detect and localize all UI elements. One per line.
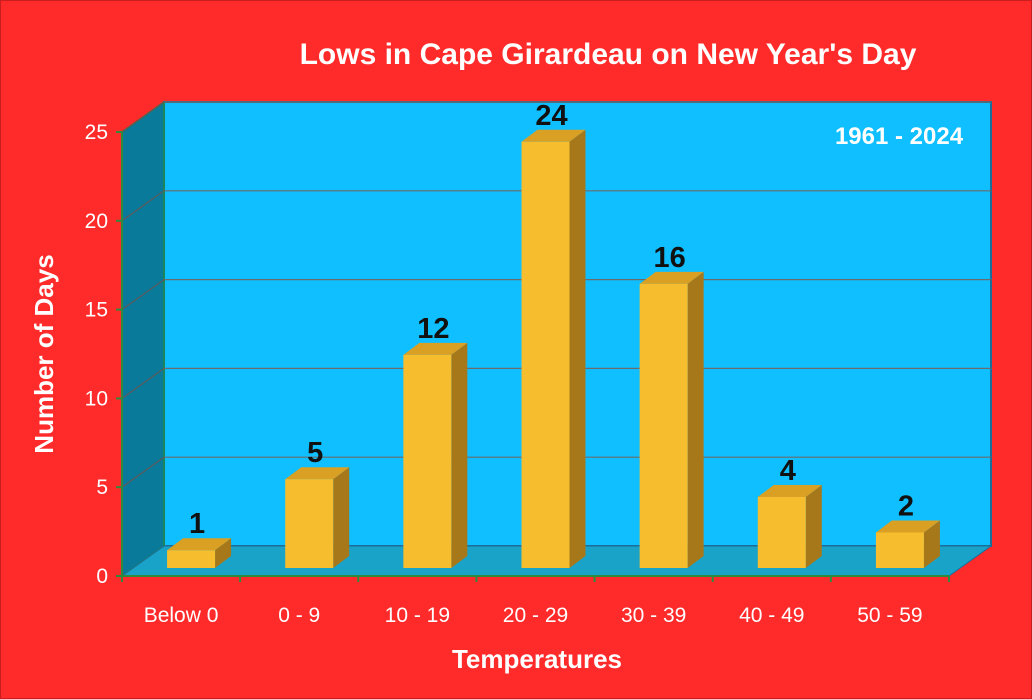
bar-front <box>285 479 334 568</box>
y-tick-label: 25 <box>85 121 108 144</box>
x-tick-label: 30 - 39 <box>621 604 686 627</box>
bar-side <box>333 467 350 568</box>
x-tick-label: 0 - 9 <box>278 604 320 627</box>
x-axis: Below 0 0 - 9 10 - 19 20 - 29 30 - 39 40 - 49… <box>121 575 950 627</box>
y-tick-label: 0 <box>96 565 108 588</box>
bar: 2 <box>875 490 940 568</box>
year-range-annotation: 1961 - 2024 <box>835 123 964 150</box>
gridline-side <box>121 190 165 222</box>
bar-top <box>285 467 350 480</box>
bar: 16 <box>639 242 704 568</box>
bars: 1 5 12 24 16 4 2 <box>167 100 940 568</box>
bar-side <box>569 129 586 568</box>
gridline-side <box>121 367 165 399</box>
bar-front <box>403 354 452 568</box>
bar-front <box>167 550 216 568</box>
gridline-side <box>121 456 165 488</box>
bar-data-label: 2 <box>898 490 914 522</box>
bar-front <box>521 141 570 568</box>
bar-side <box>451 342 468 568</box>
chart-title: Lows in Cape Girardeau on New Year's Day <box>300 38 917 71</box>
bar-side <box>805 484 822 568</box>
bar: 5 <box>285 437 350 568</box>
bar-data-label: 1 <box>189 508 205 540</box>
bar-top <box>167 538 232 551</box>
bar-data-label: 24 <box>535 100 567 132</box>
x-tick-label: 40 - 49 <box>739 604 804 627</box>
bar-top <box>521 129 586 142</box>
y-tick-label: 15 <box>85 299 108 322</box>
x-tick-label: 10 - 19 <box>385 604 450 627</box>
x-axis-title: Temperatures <box>452 644 622 674</box>
bar-data-label: 16 <box>654 242 686 274</box>
bar-top <box>757 484 822 497</box>
x-tick-label: 50 - 59 <box>857 604 922 627</box>
bar-top <box>875 520 940 533</box>
bar-front <box>757 496 806 568</box>
bar-top <box>403 342 468 355</box>
gridline-side <box>121 279 165 311</box>
side-wall <box>121 100 165 578</box>
bar-data-label: 12 <box>417 313 449 345</box>
bar: 24 <box>521 100 586 568</box>
y-tick-label: 5 <box>96 476 108 499</box>
bar-front <box>875 532 924 568</box>
bar: 4 <box>757 455 822 568</box>
x-tick-label: Below 0 <box>144 604 219 627</box>
bar: 1 <box>167 508 232 568</box>
x-tick-label: 20 - 29 <box>503 604 568 627</box>
bar-data-label: 4 <box>780 455 796 487</box>
y-axis: 0 5 10 15 20 25 <box>85 121 123 588</box>
bar-top <box>639 271 704 284</box>
gridline-side <box>121 101 165 133</box>
bar-side <box>687 271 704 568</box>
bar-front <box>639 283 688 568</box>
bar: 12 <box>403 313 468 568</box>
y-axis-title: Number of Days <box>29 254 59 453</box>
y-tick-label: 20 <box>85 210 108 233</box>
y-tick-label: 10 <box>85 387 108 410</box>
bar-side <box>215 538 232 568</box>
bar-data-label: 5 <box>307 437 323 469</box>
bar-side <box>923 520 940 568</box>
